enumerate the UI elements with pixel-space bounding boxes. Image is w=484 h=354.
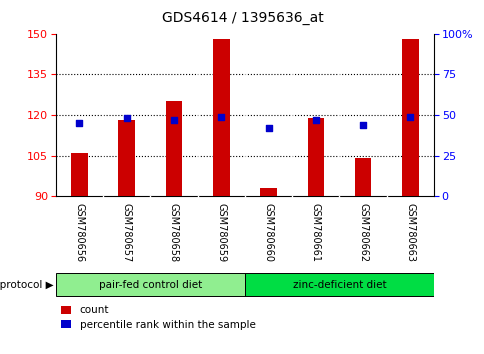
- Text: GSM780663: GSM780663: [405, 202, 415, 262]
- Point: [359, 122, 366, 128]
- Bar: [260, 188, 276, 196]
- Bar: [118, 120, 135, 196]
- Point: [217, 114, 225, 120]
- Point: [311, 117, 319, 123]
- Text: GSM780658: GSM780658: [168, 202, 179, 262]
- Bar: [401, 39, 418, 196]
- Text: GSM780657: GSM780657: [121, 202, 132, 262]
- Point: [122, 115, 130, 121]
- Text: GSM780656: GSM780656: [74, 202, 84, 262]
- Bar: [244, 273, 433, 296]
- Bar: [71, 153, 88, 196]
- Point: [406, 114, 413, 120]
- Point: [264, 125, 272, 131]
- Legend: count, percentile rank within the sample: count, percentile rank within the sample: [61, 306, 255, 330]
- Text: GSM780662: GSM780662: [357, 202, 367, 262]
- Text: GDS4614 / 1395636_at: GDS4614 / 1395636_at: [161, 11, 323, 25]
- Text: pair-fed control diet: pair-fed control diet: [99, 280, 201, 290]
- Point: [76, 120, 83, 126]
- Text: GSM780660: GSM780660: [263, 202, 273, 262]
- Bar: [354, 159, 371, 196]
- Bar: [56, 273, 244, 296]
- Text: growth protocol ▶: growth protocol ▶: [0, 280, 53, 290]
- Text: GSM780659: GSM780659: [216, 202, 226, 262]
- Bar: [212, 39, 229, 196]
- Bar: [307, 118, 323, 196]
- Point: [170, 117, 178, 123]
- Text: zinc-deficient diet: zinc-deficient diet: [292, 280, 386, 290]
- Text: GSM780661: GSM780661: [310, 202, 320, 262]
- Bar: [166, 102, 182, 196]
